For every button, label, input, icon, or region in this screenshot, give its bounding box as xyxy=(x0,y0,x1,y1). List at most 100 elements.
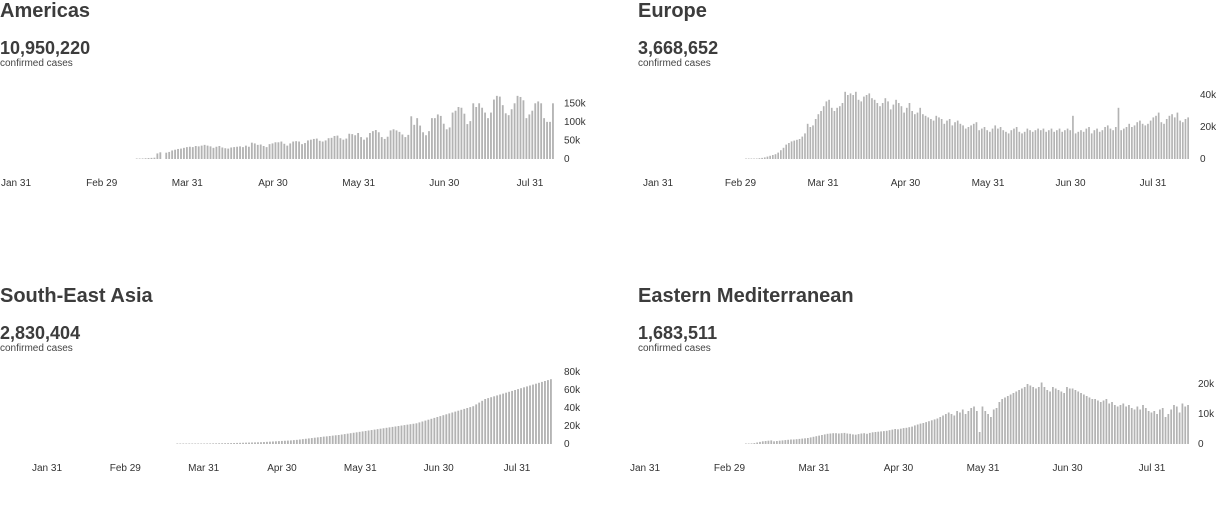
y-tick-label: 80k xyxy=(564,367,581,378)
bar xyxy=(436,417,439,444)
bar xyxy=(1184,119,1187,159)
bar xyxy=(964,128,967,159)
bar xyxy=(1112,130,1114,159)
bar xyxy=(903,112,905,159)
x-tick-label: Jan 31 xyxy=(643,178,673,189)
bar xyxy=(1053,131,1055,159)
bar xyxy=(895,99,897,159)
bar xyxy=(496,395,499,444)
bar xyxy=(180,148,182,159)
bar xyxy=(185,147,188,159)
bar xyxy=(935,115,938,159)
bar xyxy=(1104,127,1106,159)
bar xyxy=(331,435,334,444)
bar xyxy=(1163,123,1165,159)
y-tick-label: 0 xyxy=(564,154,570,165)
bar xyxy=(828,99,830,159)
bar xyxy=(251,442,253,444)
x-tick-label: Jan 31 xyxy=(630,463,660,474)
bar xyxy=(360,137,362,159)
confirmed-caption: confirmed cases xyxy=(638,58,711,69)
bar xyxy=(484,112,486,159)
bar xyxy=(900,106,903,159)
bar xyxy=(370,430,373,444)
bar xyxy=(342,139,345,159)
y-tick-label: 20k xyxy=(564,421,581,432)
bar xyxy=(1133,125,1136,159)
confirmed-total: 1,683,511 xyxy=(638,323,718,343)
bar xyxy=(860,101,863,159)
bar xyxy=(916,112,919,159)
bar xyxy=(430,418,433,444)
bar xyxy=(1178,412,1181,444)
bar xyxy=(1173,117,1176,159)
bar xyxy=(230,147,233,159)
bar xyxy=(753,443,756,444)
bar xyxy=(245,442,247,444)
bar xyxy=(849,433,851,444)
bar xyxy=(520,388,522,444)
bar xyxy=(978,130,980,159)
bar xyxy=(188,146,191,159)
bar xyxy=(382,428,385,444)
bar xyxy=(1093,130,1096,159)
x-tick-label: Mar 31 xyxy=(172,178,204,189)
bar xyxy=(922,114,924,159)
bar xyxy=(517,389,519,444)
bar xyxy=(493,99,495,159)
bar xyxy=(821,435,823,444)
bar xyxy=(778,440,781,444)
bar xyxy=(289,440,292,444)
bar xyxy=(242,147,244,159)
bar xyxy=(313,437,316,444)
confirmed-caption: confirmed cases xyxy=(638,343,711,354)
bar xyxy=(304,143,306,159)
bar xyxy=(914,425,916,444)
bar xyxy=(1147,123,1149,159)
bar xyxy=(292,440,295,444)
region-title: Europe xyxy=(638,0,707,22)
y-tick-label: 0 xyxy=(1200,154,1206,165)
bar xyxy=(855,91,857,159)
bar xyxy=(1164,417,1167,444)
bar xyxy=(1131,127,1133,159)
bar xyxy=(953,415,956,444)
bar xyxy=(1032,387,1035,444)
y-tick-label: 20k xyxy=(1198,379,1215,390)
panel-americas: Americas 10,950,220 confirmed cases 150k… xyxy=(0,0,590,240)
bar xyxy=(197,146,200,159)
x-tick-label: Apr 30 xyxy=(267,463,297,474)
bar xyxy=(897,103,900,159)
bar xyxy=(451,112,454,159)
bar xyxy=(286,145,289,159)
bar xyxy=(1171,114,1173,159)
bar xyxy=(392,129,395,159)
bar xyxy=(200,443,203,444)
bar xyxy=(1060,391,1063,444)
bar xyxy=(983,127,986,159)
bar xyxy=(1056,130,1058,159)
x-tick-label: Feb 29 xyxy=(110,463,142,474)
bar xyxy=(939,417,942,444)
bar xyxy=(540,103,543,159)
bar xyxy=(1046,390,1049,444)
bar xyxy=(806,438,809,444)
bar xyxy=(1026,128,1029,159)
bar xyxy=(792,439,795,444)
bar xyxy=(490,112,492,159)
bar xyxy=(247,146,250,159)
x-tick-label: May 31 xyxy=(342,178,375,189)
bar xyxy=(215,443,218,444)
bar xyxy=(179,443,182,444)
bar-chart: 150k 100k 50k 0 Jan 31 Feb 29 Mar 31 Apr 30 May … xyxy=(1,95,587,189)
bar xyxy=(419,125,422,159)
bar xyxy=(236,442,238,444)
bar xyxy=(767,440,770,444)
bar xyxy=(451,412,454,444)
bar xyxy=(1066,387,1068,444)
bar xyxy=(218,443,221,444)
bar xyxy=(806,123,809,159)
bar xyxy=(905,427,908,444)
bar xyxy=(407,134,410,159)
y-tick-label: 40k xyxy=(564,403,581,414)
